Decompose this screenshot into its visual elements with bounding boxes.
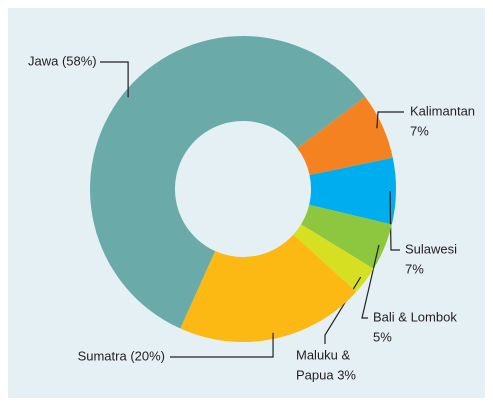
segment-label: 5% xyxy=(373,329,392,344)
donut-segment xyxy=(301,204,392,269)
segment-label: 7% xyxy=(410,123,429,138)
donut-segment xyxy=(309,157,397,225)
leader-line xyxy=(361,244,380,319)
segment-label: Jawa (58%) xyxy=(28,53,97,68)
segment-label: Sulawesi xyxy=(405,241,457,256)
segment-label: Sumatra (20%) xyxy=(78,348,165,363)
donut-segment xyxy=(180,234,357,343)
donut-segment xyxy=(90,35,366,329)
segment-label: Papua 3% xyxy=(296,367,356,382)
segment-label: 7% xyxy=(405,261,424,276)
donut-segment xyxy=(293,224,374,292)
segment-label: Bali & Lombok xyxy=(373,309,457,324)
leader-line xyxy=(100,61,129,98)
segment-label: Maluku & xyxy=(296,347,351,362)
segment-label: Kalimantan xyxy=(410,103,475,118)
leader-line xyxy=(389,191,400,251)
donut-segment xyxy=(297,96,393,176)
leader-line xyxy=(376,111,404,129)
leader-line xyxy=(170,332,274,358)
